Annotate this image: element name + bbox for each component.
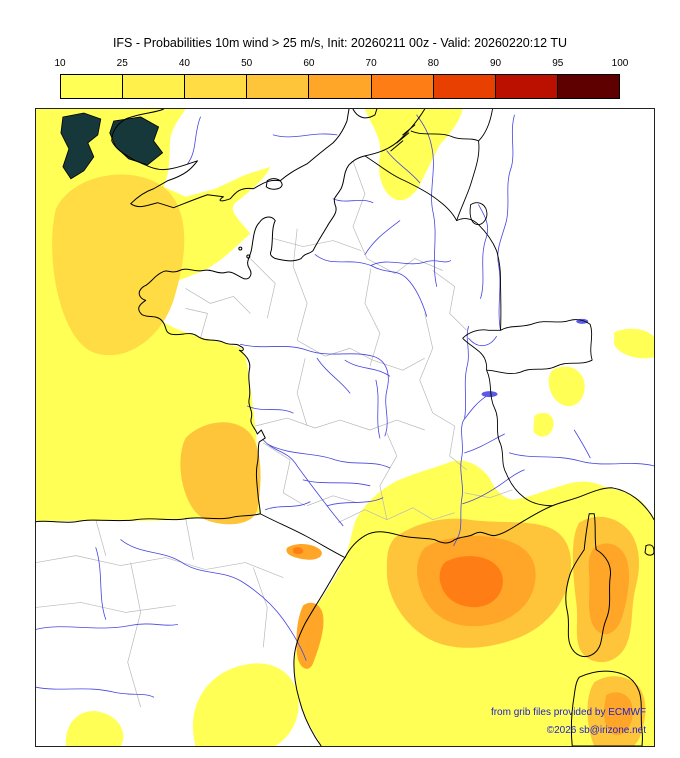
colorbar-cell bbox=[309, 75, 372, 98]
colorbar-tick-label: 70 bbox=[365, 58, 377, 69]
colorbar-cell bbox=[247, 75, 310, 98]
colorbar-ticks: 10 25 40 50 60 70 80 90 95 100 bbox=[54, 58, 628, 72]
colorbar-cell bbox=[495, 75, 558, 98]
colorbar-tick-label: 40 bbox=[178, 58, 190, 69]
credit-copyright: ©2026 sb@irizone.net bbox=[546, 725, 646, 736]
map-svg bbox=[36, 109, 654, 746]
colorbar-tick-label: 60 bbox=[303, 58, 315, 69]
colorbar-cell bbox=[123, 75, 186, 98]
colorbar-cell bbox=[433, 75, 496, 98]
colorbar-tick-label: 80 bbox=[427, 58, 439, 69]
colorbar-tick-label: 10 bbox=[54, 58, 66, 69]
colorbar-tick-label: 50 bbox=[241, 58, 253, 69]
credit-ecmwf: from grib files provided by ECMWF bbox=[490, 707, 646, 718]
colorbar-cell bbox=[371, 75, 434, 98]
rivers bbox=[36, 114, 654, 698]
colorbar-cell bbox=[185, 75, 248, 98]
colorbar-tick-label: 100 bbox=[611, 58, 629, 69]
colorbar: 10 25 40 50 60 70 80 90 95 100 bbox=[54, 58, 628, 100]
page-title: IFS - Probabilities 10m wind > 25 m/s, I… bbox=[112, 36, 568, 50]
colorbar-tick-label: 95 bbox=[552, 58, 564, 69]
colorbar-cell bbox=[557, 75, 619, 98]
colorbar-tick-label: 25 bbox=[116, 58, 128, 69]
country-borders bbox=[260, 109, 593, 558]
coastlines bbox=[36, 109, 654, 746]
colorbar-cell bbox=[61, 75, 124, 98]
probability-field bbox=[36, 109, 654, 746]
ireland-dark-patch bbox=[60, 112, 102, 180]
colorbar-cells bbox=[60, 74, 620, 99]
colorbar-tick-label: 90 bbox=[489, 58, 502, 69]
map: from grib files provided by ECMWF ©2026 … bbox=[35, 108, 655, 747]
